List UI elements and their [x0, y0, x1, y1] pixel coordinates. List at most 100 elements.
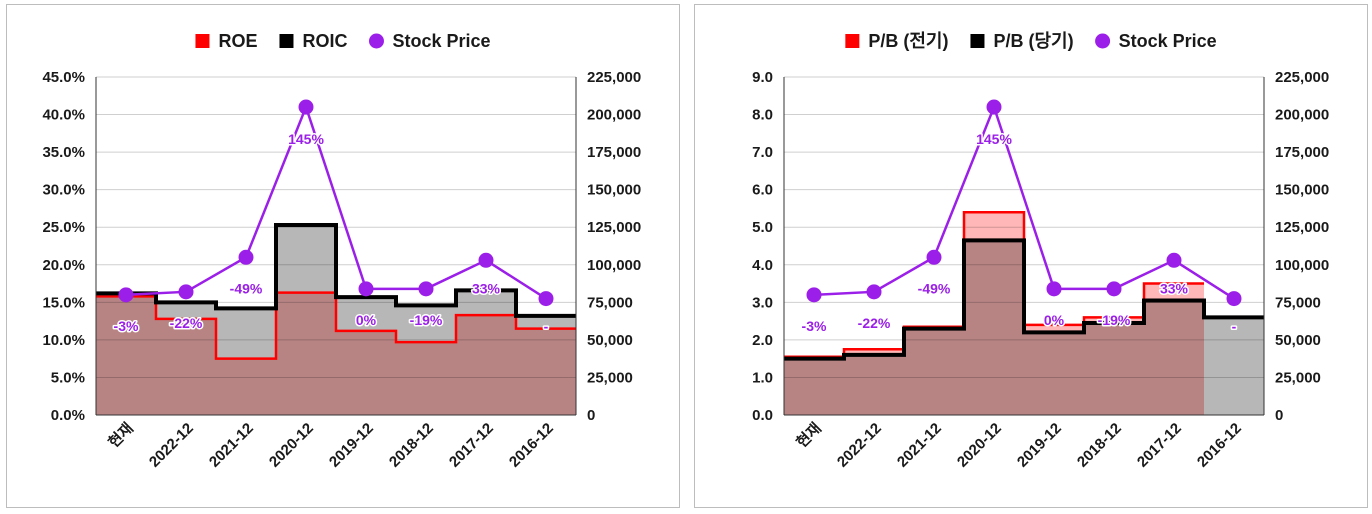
- chart-0-y2-tick-label: 125,000: [587, 219, 641, 236]
- chart-1-y2-tick-label: 100,000: [1275, 257, 1329, 274]
- chart-0-stock-price-line: [125, 103, 547, 300]
- chart-0-y-tick-label: 25.0%: [42, 219, 85, 236]
- chart-1-x-tick-label: 2020-12: [954, 420, 1005, 471]
- roe-roic-chart: 0.0% 5.0% 10.0% 15.0% 20.0% 25.0% 30.0% 35.0% 40…: [42, 31, 641, 471]
- chart-0-x-tick-label: 2019-12: [326, 420, 377, 471]
- chart-1-step-line-p-b: [784, 210, 1204, 359]
- pb-chart-panel: 0.0 1.0 2.0 3.0 4.0 5.0 6.0 7.0 8.0 9.0 0 25,000 50,…: [694, 4, 1368, 508]
- chart-1-y-tick-label: 8.0: [752, 107, 773, 124]
- chart-1-y-tick-label: 0.0: [752, 407, 773, 424]
- chart-0-y2-tick-label: 175,000: [587, 144, 641, 161]
- chart-1-x-tick-label: 2021-12: [894, 420, 945, 471]
- chart-0-y2-tick-label: 50,000: [587, 332, 633, 349]
- chart-1-data-label: -: [1232, 319, 1237, 335]
- chart-1-y2-tick-label: 150,000: [1275, 182, 1329, 199]
- chart-1-data-label: -49%: [918, 280, 951, 296]
- chart-1-legend-label-p-b: P/B (전기): [868, 31, 948, 51]
- chart-0-step-line-roic: [96, 222, 576, 318]
- chart-0-data-label: -22%: [170, 315, 203, 331]
- chart-0-stock-price-point: [358, 281, 374, 297]
- chart-0-data-label: 145%: [288, 131, 324, 147]
- chart-0-data-label: -: [544, 319, 549, 335]
- chart-1-y-tick-label: 2.0: [752, 332, 773, 349]
- chart-0-y-tick-label: 0.0%: [51, 407, 85, 424]
- chart-1-legend-marker-p-b: [970, 34, 985, 48]
- chart-1-stock-price-point: [806, 287, 822, 303]
- chart-1-x-tick-label: 2017-12: [1134, 420, 1185, 471]
- chart-0-x-tick-label: 2020-12: [266, 420, 317, 471]
- chart-1-y-tick-label: 9.0: [752, 69, 773, 86]
- chart-0-y2-tick-label: 100,000: [587, 257, 641, 274]
- chart-0-legend-label-stock-price: Stock Price: [392, 31, 490, 51]
- chart-0-legend-marker-roe: [195, 34, 210, 48]
- chart-0-data-label: 33%: [472, 280, 501, 296]
- chart-1-y-tick-label: 6.0: [752, 182, 773, 199]
- chart-0-y-tick-label: 5.0%: [51, 369, 85, 386]
- chart-1-data-label: -19%: [1098, 312, 1131, 328]
- chart-1-y2-tick-label: 50,000: [1275, 332, 1321, 349]
- chart-0-y-tick-label: 20.0%: [42, 257, 85, 274]
- chart-1-step-line-p-b: [784, 238, 1264, 361]
- chart-1-y-tick-label: 1.0: [752, 369, 773, 386]
- chart-1-data-label: -3%: [802, 318, 827, 334]
- chart-0-y-tick-label: 40.0%: [42, 107, 85, 124]
- chart-1-y2-tick-label: 175,000: [1275, 144, 1329, 161]
- chart-1-y2-tick-label: 75,000: [1275, 294, 1321, 311]
- chart-0-x-tick-label: 2022-12: [146, 420, 197, 471]
- chart-1-legend-marker-p-b: [845, 34, 860, 48]
- chart-0-x-tick-label: 2017-12: [446, 420, 497, 471]
- chart-1-stock-price-point: [926, 249, 942, 265]
- chart-0-y-tick-label: 35.0%: [42, 144, 85, 161]
- chart-1-y-tick-label: 7.0: [752, 144, 773, 161]
- chart-1-x-tick-label: 2022-12: [834, 420, 885, 471]
- chart-0-legend-marker-roic: [279, 34, 294, 48]
- chart-0-legend-label-roe: ROE: [218, 31, 257, 51]
- chart-1-stock-price-point: [1166, 252, 1182, 268]
- chart-0-legend-label-roic: ROIC: [302, 31, 347, 51]
- chart-0-data-label: -19%: [410, 312, 443, 328]
- chart-0-legend-marker-stock-price: [368, 33, 384, 49]
- chart-0-x-tick-label: 2016-12: [506, 420, 557, 471]
- chart-1-y2-tick-label: 225,000: [1275, 69, 1329, 86]
- chart-1-data-label: -22%: [858, 315, 891, 331]
- chart-0-y-tick-label: 10.0%: [42, 332, 85, 349]
- chart-1-stock-price-point: [1226, 291, 1242, 307]
- chart-1-y-tick-label: 3.0: [752, 294, 773, 311]
- chart-0-y2-tick-label: 200,000: [587, 107, 641, 124]
- chart-0-data-label: -49%: [230, 280, 263, 296]
- chart-1-y2-tick-label: 200,000: [1275, 107, 1329, 124]
- chart-1-stock-price-line: [813, 103, 1235, 300]
- chart-0-data-label: -3%: [114, 318, 139, 334]
- chart-0-x-tick-label: 2021-12: [206, 420, 257, 471]
- chart-0-step-line-roe: [96, 291, 576, 360]
- chart-1-x-tick-label: 현재: [793, 420, 825, 452]
- chart-1-data-label: 145%: [976, 131, 1012, 147]
- chart-1-x-tick-label: 2018-12: [1074, 420, 1125, 471]
- chart-0-stock-price-point: [538, 291, 554, 307]
- chart-1-stock-price-point: [1106, 281, 1122, 297]
- pb-chart: 0.0 1.0 2.0 3.0 4.0 5.0 6.0 7.0 8.0 9.0 0 25,000 50,…: [752, 31, 1329, 471]
- chart-1-y-tick-label: 4.0: [752, 257, 773, 274]
- chart-0-x-tick-label: 현재: [105, 420, 137, 452]
- chart-1-legend-label-stock-price: Stock Price: [1119, 31, 1217, 51]
- chart-0-x-tick-label: 2018-12: [386, 420, 437, 471]
- chart-0-stock-price-point: [478, 252, 494, 268]
- chart-1-stock-price-point: [1046, 281, 1062, 297]
- chart-0-y2-tick-label: 25,000: [587, 369, 633, 386]
- chart-0-y2-tick-label: 75,000: [587, 294, 633, 311]
- chart-1-y-tick-label: 5.0: [752, 219, 773, 236]
- chart-1-legend-marker-stock-price: [1095, 33, 1111, 49]
- chart-0-stock-price-point: [418, 281, 434, 297]
- chart-0-stock-price-point: [238, 249, 254, 265]
- chart-0-y-tick-label: 45.0%: [42, 69, 85, 86]
- chart-0-y2-tick-label: 225,000: [587, 69, 641, 86]
- roe-roic-chart-panel: 0.0% 5.0% 10.0% 15.0% 20.0% 25.0% 30.0% 35.0% 40…: [6, 4, 680, 508]
- chart-0-stock-price-point: [178, 284, 194, 300]
- chart-1-x-tick-label: 2019-12: [1014, 420, 1065, 471]
- chart-0-stock-price-point: [298, 99, 314, 115]
- chart-0-y2-tick-label: 150,000: [587, 182, 641, 199]
- chart-0-y-tick-label: 15.0%: [42, 294, 85, 311]
- chart-0-data-label: 0%: [356, 312, 377, 328]
- chart-1-y2-tick-label: 125,000: [1275, 219, 1329, 236]
- chart-1-data-label: 0%: [1044, 312, 1065, 328]
